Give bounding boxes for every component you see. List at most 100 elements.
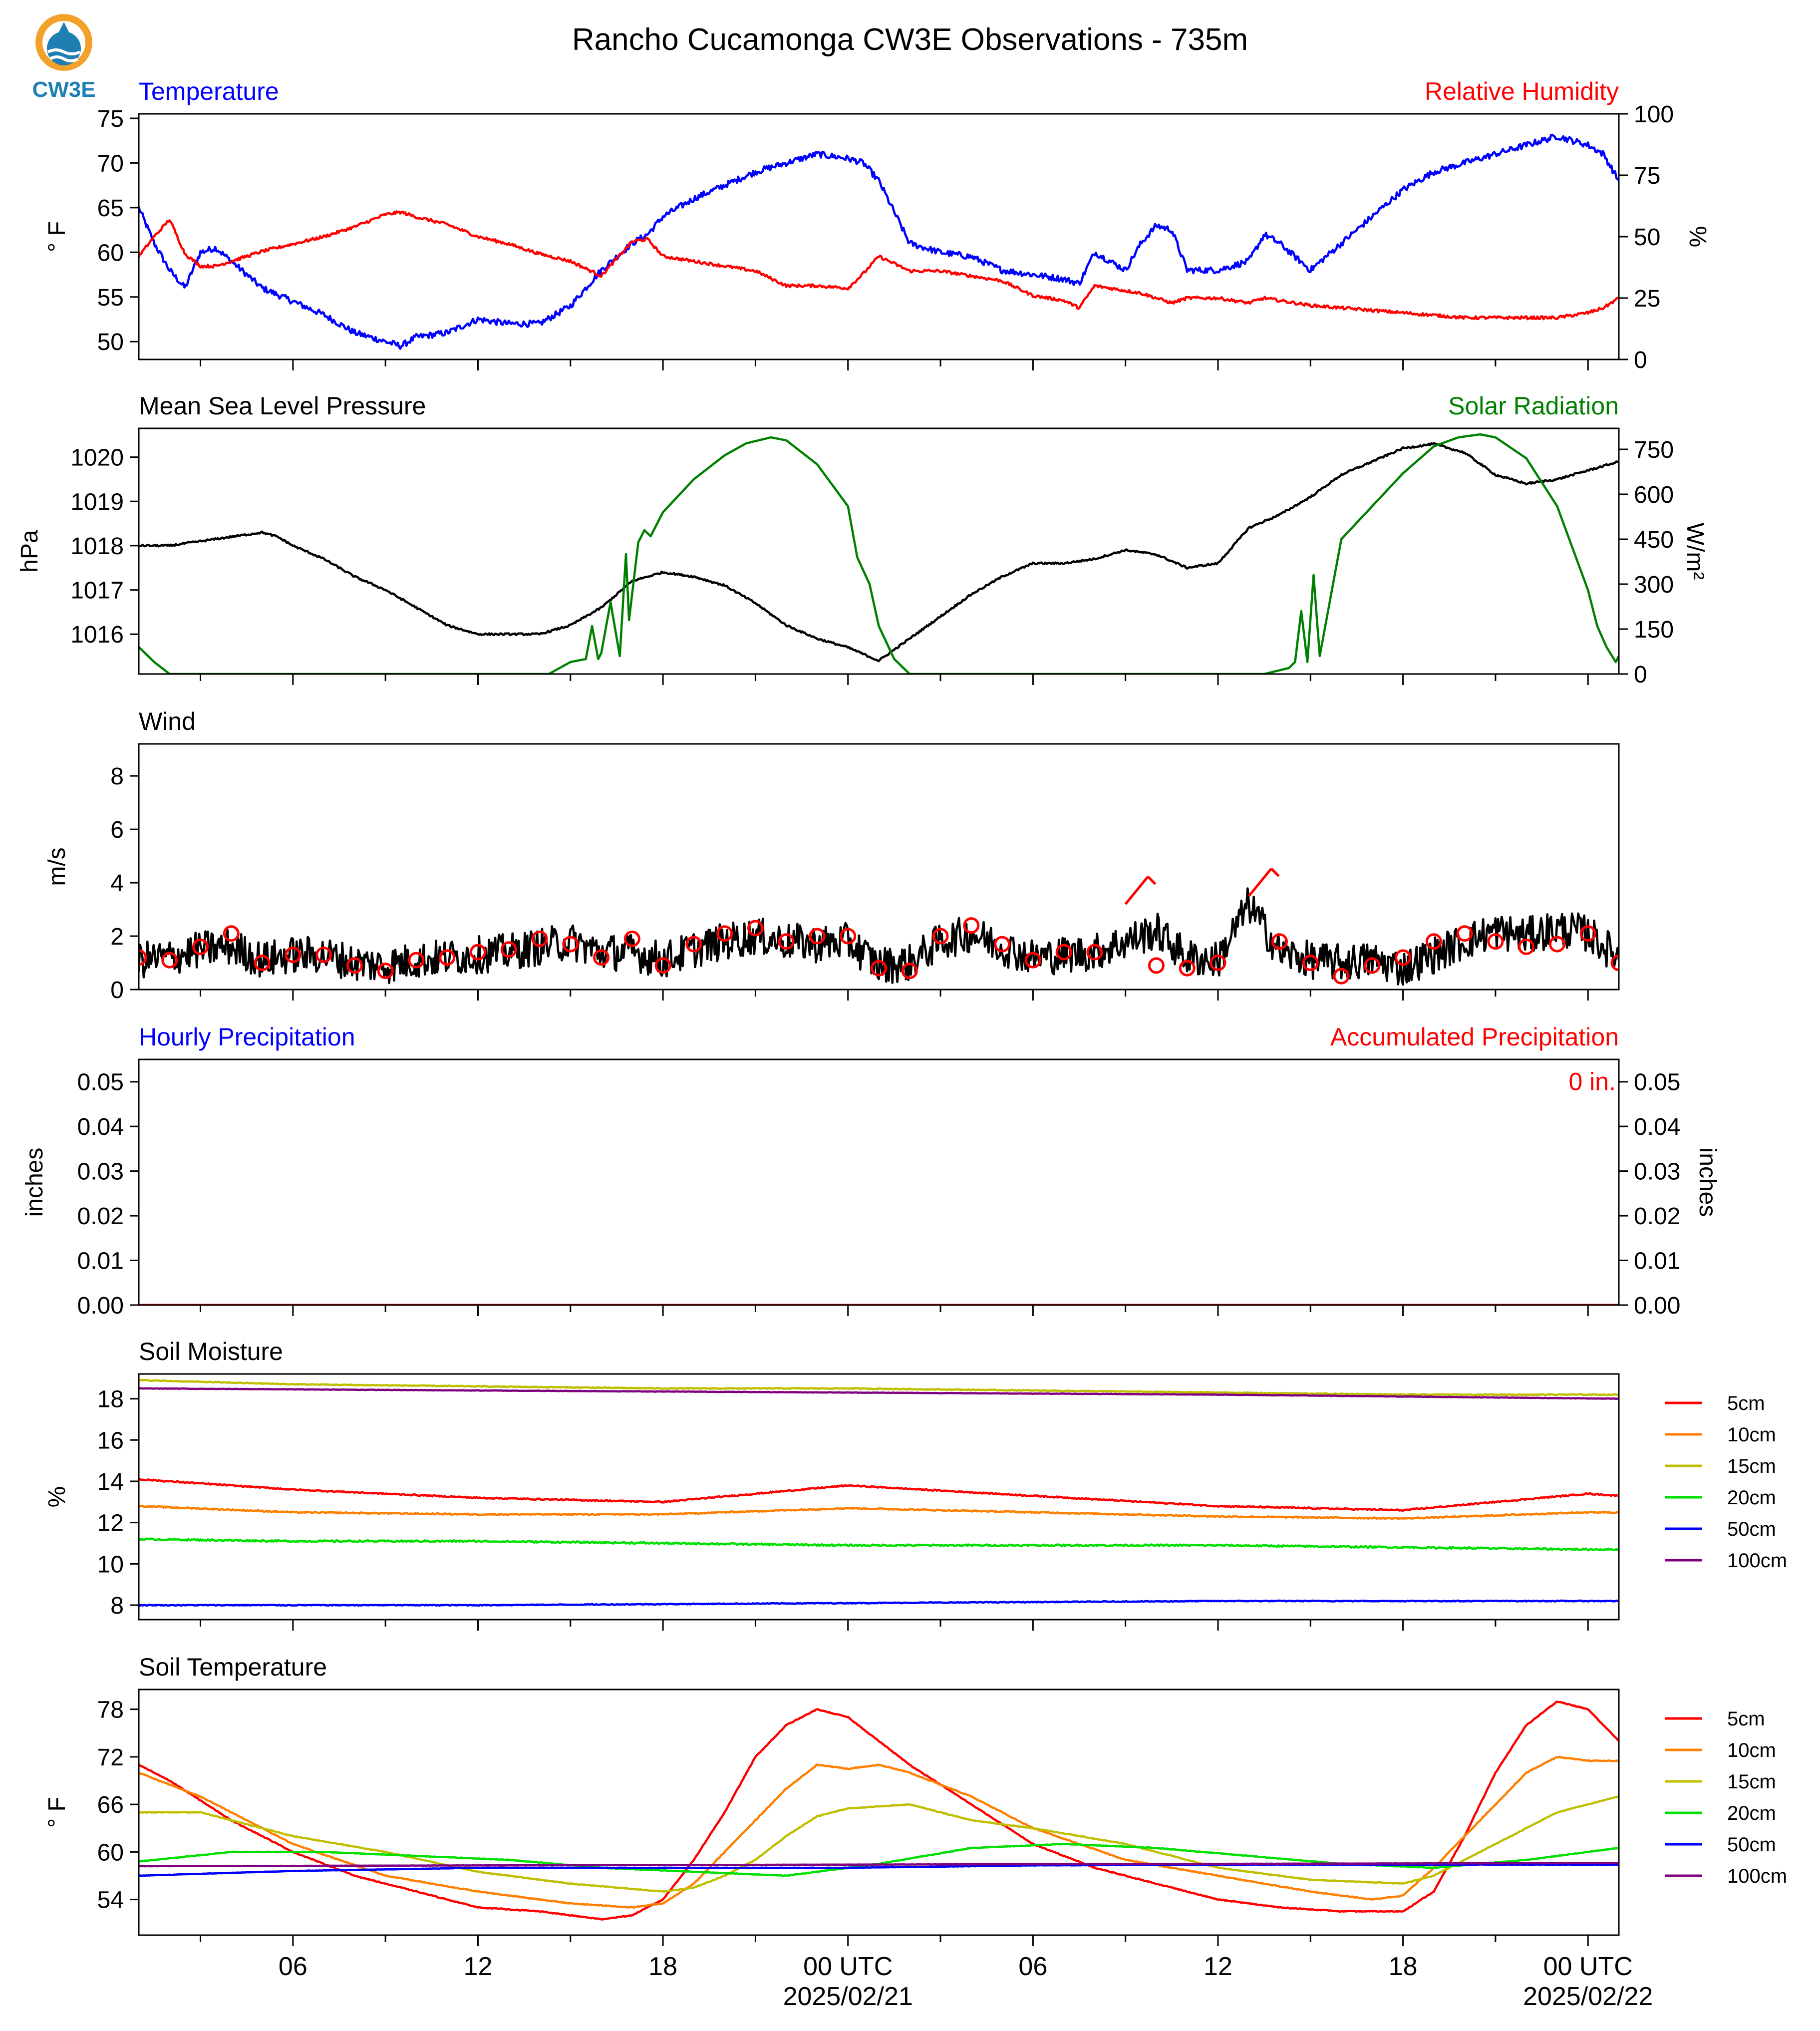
series-10cm <box>139 1504 1619 1520</box>
legend-label: 20cm <box>1727 1802 1776 1824</box>
wind-calm-marker <box>1271 933 1288 950</box>
y-tick-label: 10 <box>97 1551 124 1578</box>
y2-tick-label: 0.03 <box>1634 1159 1680 1185</box>
x-tick-label: 00 UTC <box>803 1952 893 1981</box>
y2-axis-label: inches <box>1694 1148 1721 1217</box>
y-tick-label: 55 <box>97 285 124 311</box>
series-10cm <box>139 1755 1619 1909</box>
wind-calm-marker <box>778 933 795 950</box>
y2-axis-label: W/m² <box>1682 523 1708 580</box>
series-group <box>139 1700 1619 1921</box>
panel-frame <box>138 743 1620 991</box>
legend: 5cm 10cm 15cm 20cm 50cm 100cm <box>1665 1708 1787 1887</box>
series-15cm <box>139 1795 1619 1893</box>
y2-tick-label: 300 <box>1634 572 1674 598</box>
wind-calm-marker <box>1302 955 1319 972</box>
panel-soil-moisture: Soil Moisture 8 10 12 14 16 18% 5cm 10cm 15cm 20cm… <box>44 1338 1787 1631</box>
y2-tick-label: 75 <box>1634 163 1660 189</box>
wind-calm-marker <box>963 917 980 934</box>
panel-title-left: Wind <box>139 707 196 735</box>
y-tick-label: 6 <box>110 817 124 843</box>
panel-title-left: Soil Temperature <box>139 1653 327 1681</box>
y-tick-label: 0 <box>110 977 124 1004</box>
y-tick-label: 72 <box>97 1744 124 1771</box>
series-temperature <box>139 133 1619 350</box>
wind-barb-flag <box>1270 868 1280 877</box>
wind-calm-marker <box>408 952 425 969</box>
wind-calm-marker <box>840 928 857 945</box>
series-100cm <box>139 1862 1619 1868</box>
legend: 5cm 10cm 15cm 20cm 50cm 100cm <box>1665 1392 1787 1572</box>
wind-calm-marker <box>346 957 363 974</box>
wind-calm-marker <box>1148 957 1165 974</box>
y2-tick-label: 450 <box>1634 527 1674 553</box>
y-tick-label: 60 <box>97 1839 124 1866</box>
y-tick-label: 2 <box>110 924 124 950</box>
y-tick-label: 54 <box>97 1887 124 1914</box>
wind-calm-marker <box>1548 936 1565 953</box>
wind-calm-marker <box>809 928 826 945</box>
x-tick-label: 06 <box>1018 1952 1047 1981</box>
wind-calm-marker <box>623 930 640 947</box>
wind-calm-marker <box>685 936 702 953</box>
x-date-label: 2025/02/22 <box>1523 1982 1653 2011</box>
series-relative-humidity <box>139 210 1619 321</box>
y2-tick-label: 0.02 <box>1634 1203 1680 1230</box>
y-tick-label: 0.01 <box>77 1248 124 1275</box>
wind-calm-marker <box>1579 925 1596 942</box>
wind-calm-marker <box>716 925 733 942</box>
y-axis-label: inches <box>21 1148 48 1217</box>
legend-label: 100cm <box>1727 1865 1787 1887</box>
y-tick-label: 8 <box>110 1593 124 1619</box>
y-tick-label: 14 <box>97 1469 124 1495</box>
wind-barb <box>1247 868 1272 897</box>
accumulated-precip-label: 0 in. <box>1568 1068 1616 1096</box>
y2-tick-label: 0.04 <box>1634 1114 1680 1140</box>
wind-calm-marker <box>932 928 949 945</box>
y-tick-label: 1016 <box>70 622 124 648</box>
y-tick-label: 70 <box>97 150 124 177</box>
panel-frame <box>138 1058 1620 1306</box>
logo-ring-icon <box>35 14 92 71</box>
x-date-label: 2025/02/21 <box>783 1982 913 2011</box>
y-tick-label: 1018 <box>70 533 124 560</box>
y-tick-label: 75 <box>97 106 124 132</box>
wind-calm-marker <box>747 920 764 937</box>
wind-calm-marker <box>223 925 240 942</box>
wind-calm-marker <box>1333 968 1350 985</box>
y2-tick-label: 50 <box>1634 224 1660 251</box>
wind-calm-marker <box>439 949 456 966</box>
panel-soil-temp: Soil Temperature 54 60 66 72 78 ° F 5cm 10cm 15cm… <box>44 1653 1787 1946</box>
y-axis-label: ° F <box>44 221 70 252</box>
series-group <box>139 1378 1619 1607</box>
wind-calm-marker <box>500 941 517 958</box>
series-group <box>139 868 1619 986</box>
panel-frame <box>138 427 1620 675</box>
legend-label: 100cm <box>1727 1550 1787 1572</box>
y-tick-label: 0.03 <box>77 1159 124 1185</box>
panel-title-right: Solar Radiation <box>1448 392 1619 420</box>
wind-barb-flag <box>1147 876 1157 885</box>
legend-label: 15cm <box>1727 1771 1776 1793</box>
y-axis-label: m/s <box>44 847 70 886</box>
wind-calm-marker <box>161 952 178 969</box>
wind-calm-marker <box>254 955 271 972</box>
series-5cm <box>139 1700 1619 1921</box>
panel-title-left: Soil Moisture <box>139 1338 283 1365</box>
series-50cm <box>139 1599 1619 1607</box>
x-tick-label: 12 <box>464 1952 493 1981</box>
y-axis-label: hPa <box>16 530 43 573</box>
panel-title-left: Hourly Precipitation <box>139 1023 355 1051</box>
y-tick-label: 1019 <box>70 489 124 515</box>
y-tick-label: 0.02 <box>77 1203 124 1230</box>
panel-frame <box>138 1373 1620 1621</box>
series-15cm <box>139 1378 1619 1396</box>
y-axis-label: % <box>44 1486 70 1508</box>
panels: Temperature Relative Humidity505560657075… <box>16 77 1787 2011</box>
logo-text: CW3E <box>32 77 95 102</box>
y-tick-label: 50 <box>97 329 124 355</box>
wind-calm-marker <box>315 946 332 963</box>
wind-calm-marker <box>1425 933 1442 950</box>
series-solar-radiation <box>139 433 1619 674</box>
